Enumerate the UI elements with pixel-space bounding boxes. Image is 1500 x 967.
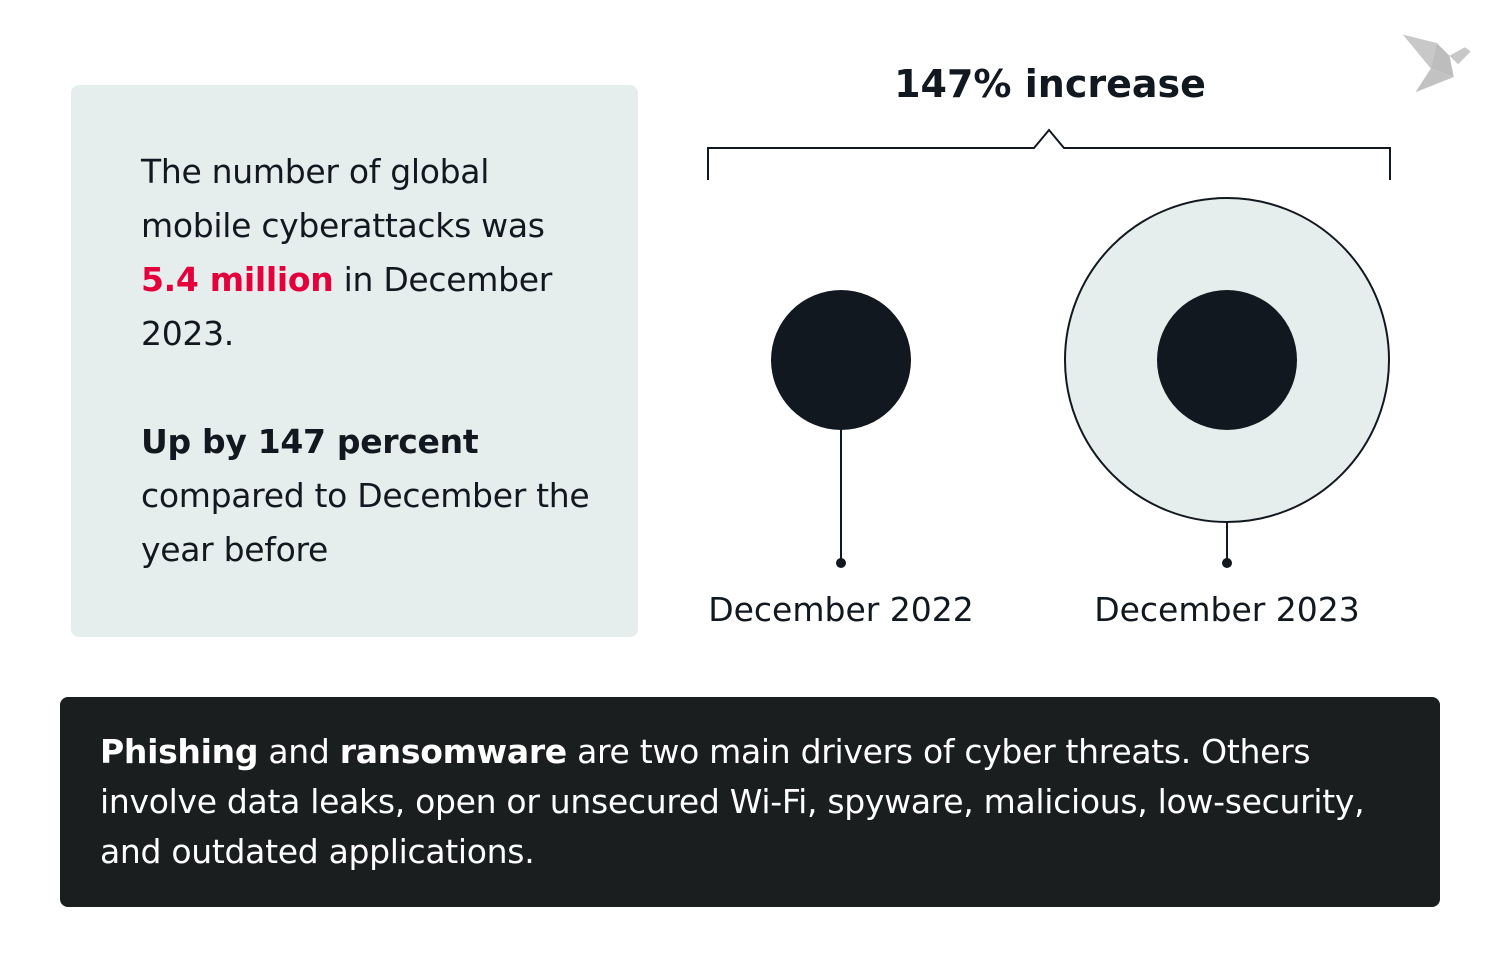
- info-text: Phishing and ransomware are two main dri…: [100, 727, 1410, 877]
- highlight-value: 5.4 million: [141, 260, 334, 299]
- text: compared to December the year before: [141, 476, 590, 569]
- bubble-2022: [771, 290, 911, 430]
- origami-bird-icon: [1402, 34, 1471, 93]
- summary-card: The number of global mobile cyberattacks…: [71, 85, 638, 637]
- label-december-2022: December 2022: [708, 590, 974, 629]
- summary-text: The number of global mobile cyberattacks…: [141, 145, 601, 361]
- text: and: [258, 732, 340, 771]
- info-panel: Phishing and ransomware are two main dri…: [60, 697, 1440, 907]
- label-december-2023: December 2023: [1094, 590, 1360, 629]
- dot-2023: [1222, 558, 1232, 568]
- text: Phishing: [100, 732, 259, 771]
- bracket: [707, 128, 1391, 180]
- text: in December 2023.: [141, 260, 553, 353]
- text: The number of global mobile cyberattacks…: [141, 152, 545, 245]
- increase-text: Up by 147 percent compared to December t…: [141, 415, 601, 577]
- increase-bold: Up by 147 percent: [141, 422, 479, 461]
- dot-2022: [836, 558, 846, 568]
- bubble-comparison: [707, 128, 1391, 568]
- bubble-2023-inner: [1157, 290, 1297, 430]
- chart-title: 147% increase: [894, 62, 1206, 106]
- text: ransomware: [339, 732, 567, 771]
- text: are two main drivers of cyber threats. O…: [100, 732, 1365, 871]
